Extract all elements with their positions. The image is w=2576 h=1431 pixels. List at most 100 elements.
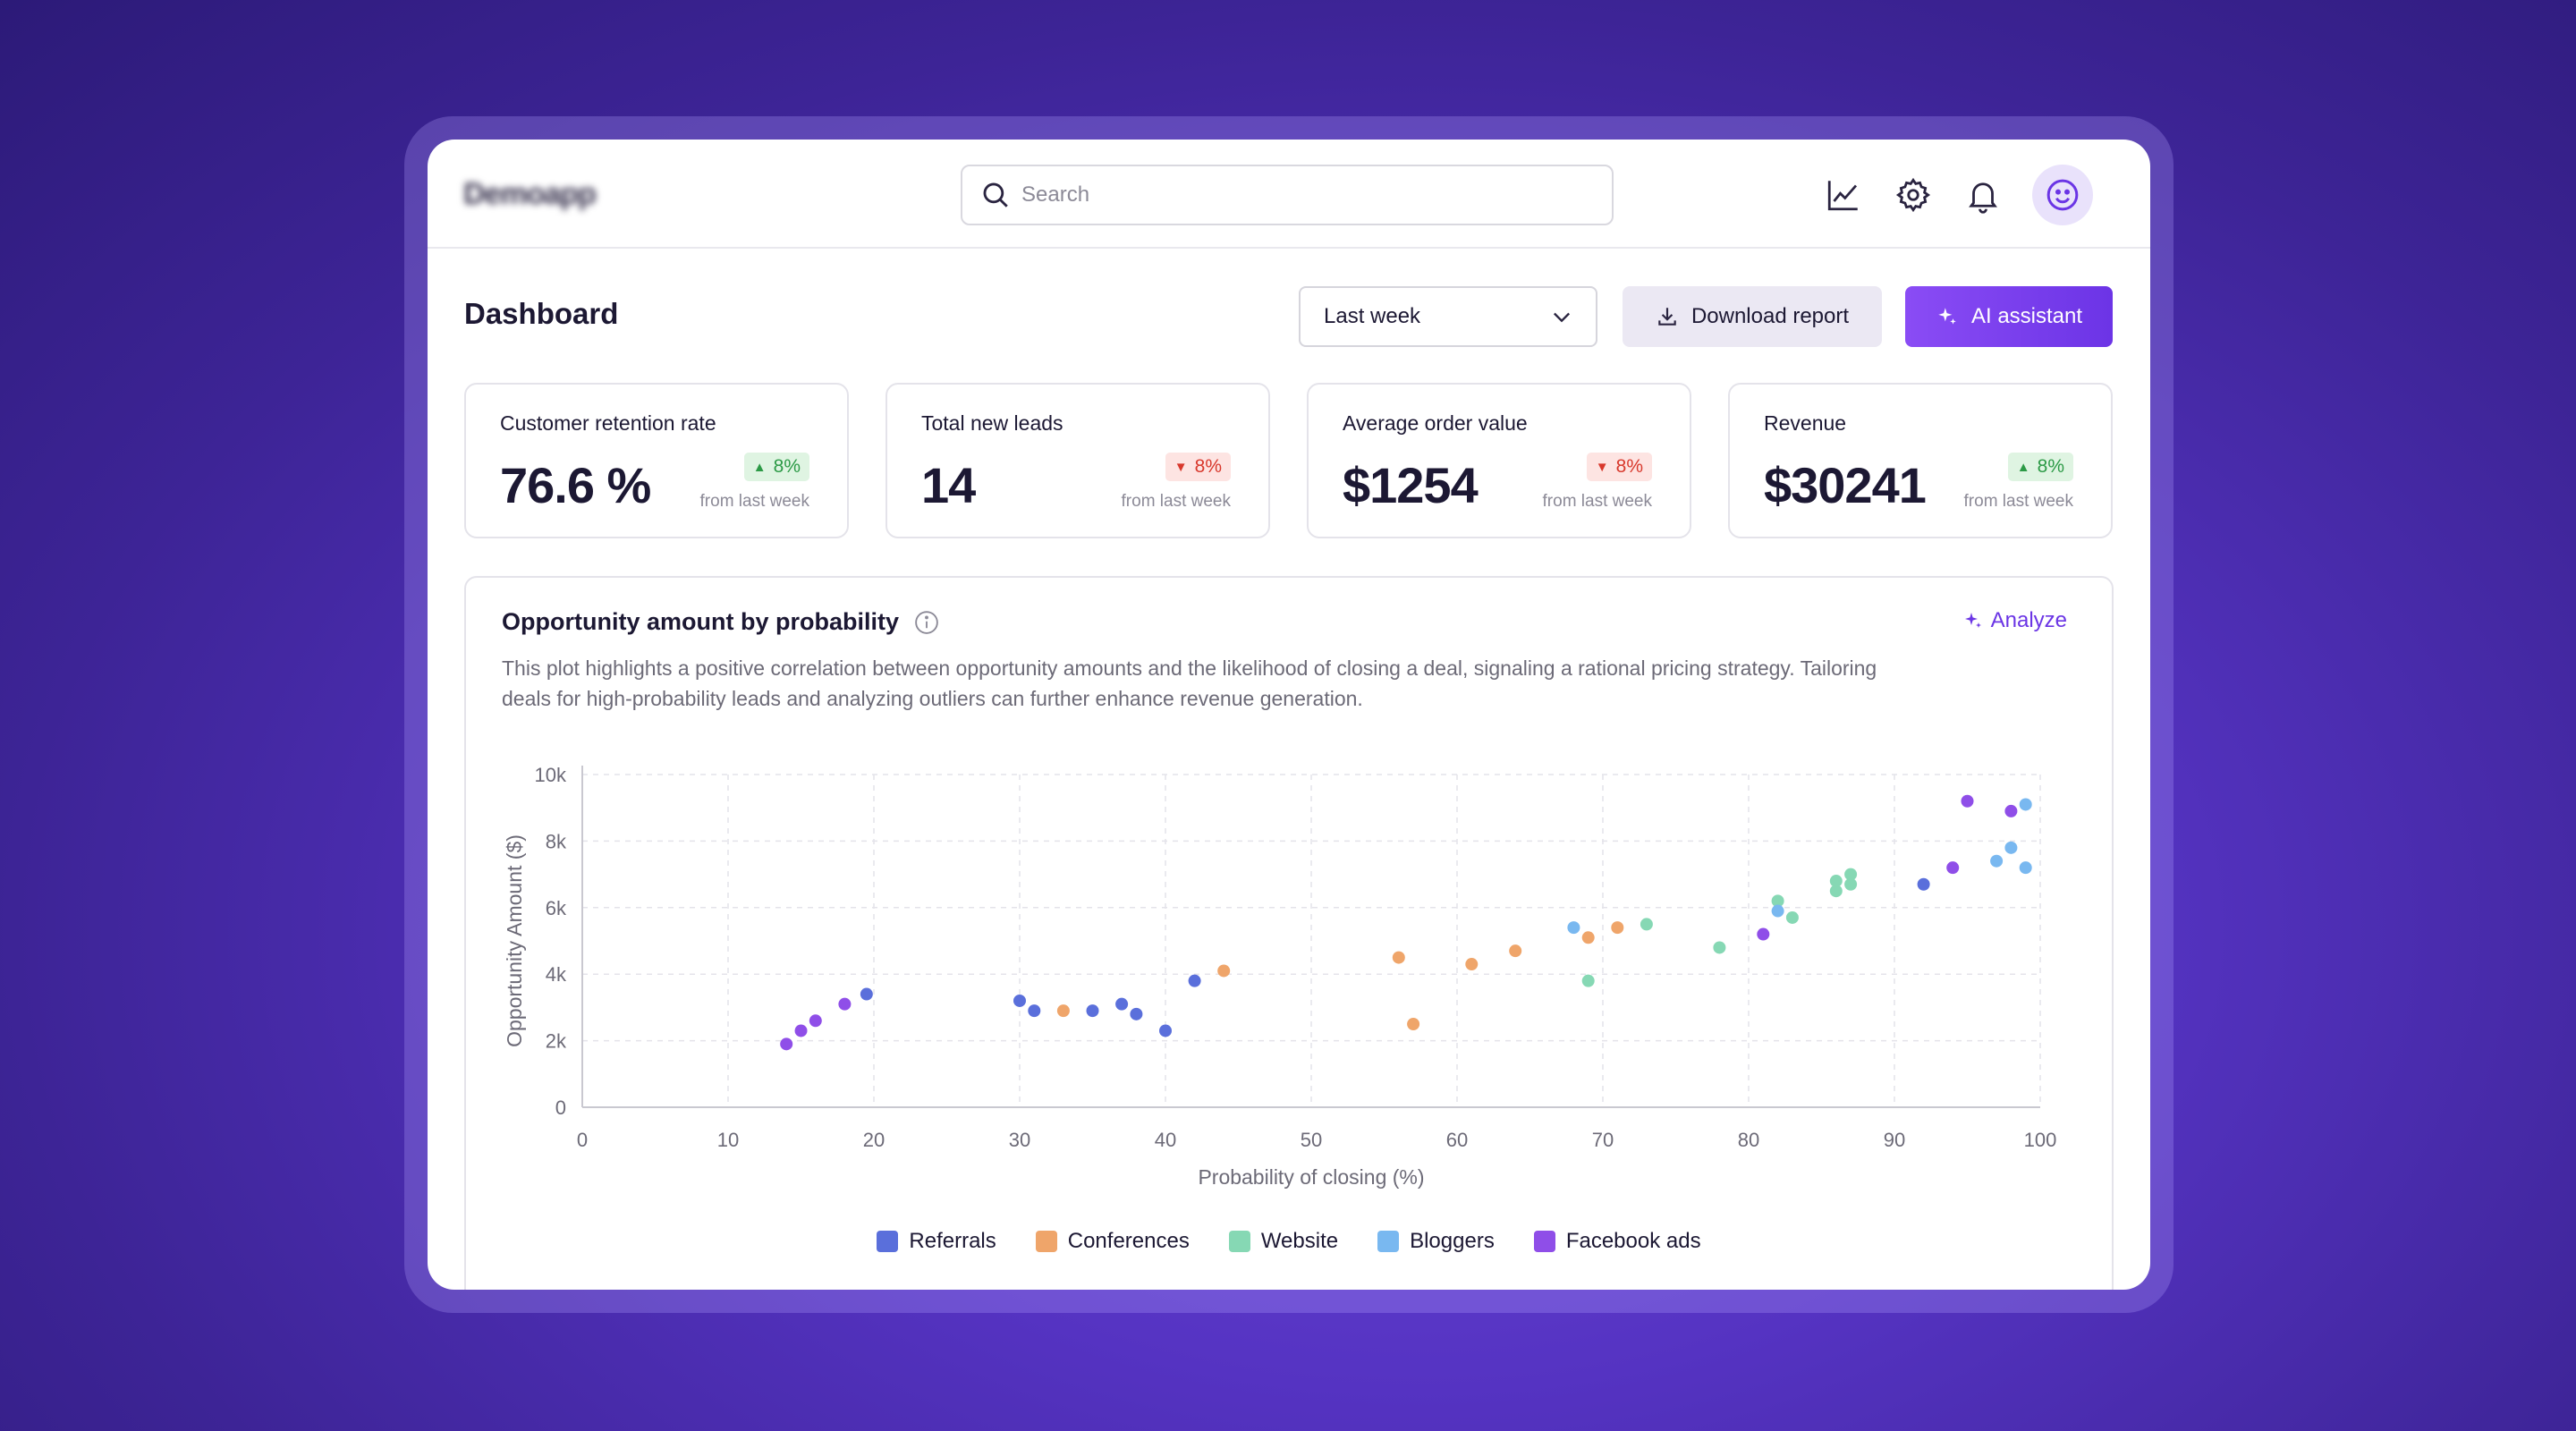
chart-card: Opportunity amount by probability Analyz… bbox=[464, 576, 2114, 1290]
data-point-conferences bbox=[1509, 944, 1522, 958]
legend-label: Bloggers bbox=[1410, 1229, 1495, 1253]
kpi-label: Customer retention rate bbox=[500, 411, 716, 435]
data-point-facebook-ads bbox=[1961, 794, 1974, 808]
kpi-value: 76.6 % bbox=[500, 457, 651, 513]
info-icon[interactable] bbox=[913, 609, 940, 636]
sparkle-icon bbox=[1938, 308, 1956, 325]
kpi-card-leads: Total new leads 14 ▼ 8% from last week bbox=[886, 383, 1270, 538]
data-point-referrals bbox=[1130, 1007, 1143, 1020]
data-point-facebook-ads bbox=[838, 997, 852, 1011]
data-point-conferences bbox=[1407, 1018, 1420, 1030]
data-point-bloggers bbox=[2004, 841, 2018, 854]
kpi-value: $30241 bbox=[1764, 457, 1927, 513]
scatter-plot: 0 10 20 30 40 50 60 70 80 90 100 0 2k 4k 6k 8k 10k Probab… bbox=[503, 764, 2057, 1189]
ai-assistant-button[interactable]: AI assistant bbox=[1905, 286, 2113, 347]
data-point-referrals bbox=[1086, 1004, 1099, 1018]
kpi-value: $1254 bbox=[1343, 457, 1479, 513]
search-input[interactable] bbox=[1021, 182, 1576, 207]
data-point-website bbox=[1844, 877, 1858, 891]
x-tick-label: 80 bbox=[1738, 1129, 1759, 1151]
settings-icon[interactable] bbox=[1893, 174, 1934, 216]
app-window: Demoapp bbox=[428, 140, 2150, 1290]
kpi-subtext: from last week bbox=[1542, 492, 1652, 511]
x-axis-label: Probability of closing (%) bbox=[1198, 1165, 1424, 1189]
legend-item-bloggers[interactable]: Bloggers bbox=[1377, 1229, 1495, 1254]
data-point-bloggers bbox=[2019, 861, 2032, 875]
data-point-referrals bbox=[1917, 877, 1930, 891]
x-tick-label: 60 bbox=[1446, 1129, 1468, 1151]
kpi-change-badge: ▲ 8% bbox=[743, 453, 809, 481]
kpi-value: 14 bbox=[921, 457, 976, 513]
x-tick-label: 90 bbox=[1884, 1129, 1905, 1151]
analyze-label: Analyze bbox=[1990, 608, 2067, 632]
kpi-label: Revenue bbox=[1764, 411, 1847, 435]
period-select[interactable]: Last week bbox=[1299, 286, 1597, 347]
data-point-referrals bbox=[1159, 1024, 1172, 1037]
kpi-change-badge: ▼ 8% bbox=[1165, 453, 1231, 481]
search-box[interactable] bbox=[961, 165, 1614, 225]
y-tick-label: 0 bbox=[555, 1097, 566, 1119]
legend-label: Referrals bbox=[909, 1229, 996, 1253]
ai-assistant-label: AI assistant bbox=[1970, 304, 2083, 328]
data-point-facebook-ads bbox=[2004, 804, 2018, 817]
kpi-subtext: from last week bbox=[699, 492, 809, 511]
page-title: Dashboard bbox=[464, 297, 619, 330]
data-point-conferences bbox=[1611, 921, 1624, 935]
analytics-icon[interactable] bbox=[1823, 174, 1864, 216]
kpi-subtext: from last week bbox=[1121, 492, 1231, 511]
data-point-bloggers bbox=[1567, 921, 1580, 935]
data-point-website bbox=[1844, 868, 1858, 881]
y-tick-label: 4k bbox=[546, 963, 567, 986]
x-tick-label: 30 bbox=[1009, 1129, 1030, 1151]
legend-swatch bbox=[1533, 1231, 1555, 1252]
arrow-down-icon: ▼ bbox=[1595, 459, 1609, 475]
legend-swatch bbox=[1228, 1231, 1250, 1252]
kpi-label: Average order value bbox=[1343, 411, 1528, 435]
download-report-label: Download report bbox=[1690, 304, 1850, 328]
data-point-website bbox=[1771, 894, 1784, 908]
data-point-website bbox=[1785, 910, 1799, 924]
kpi-card-revenue: Revenue $30241 ▲ 8% from last week bbox=[1728, 383, 2113, 538]
data-point-bloggers bbox=[1771, 904, 1784, 918]
data-point-referrals bbox=[1115, 997, 1129, 1011]
data-point-conferences bbox=[1392, 951, 1405, 964]
data-point-facebook-ads bbox=[780, 1037, 793, 1051]
legend-item-facebook-ads[interactable]: Facebook ads bbox=[1533, 1229, 1701, 1254]
bell-icon[interactable] bbox=[1962, 174, 2004, 216]
legend-label: Facebook ads bbox=[1565, 1229, 1701, 1253]
download-report-button[interactable]: Download report bbox=[1623, 286, 1882, 347]
legend-item-conferences[interactable]: Conferences bbox=[1035, 1229, 1190, 1254]
arrow-down-icon: ▼ bbox=[1174, 459, 1188, 475]
data-point-facebook-ads bbox=[1757, 927, 1770, 941]
kpi-change-badge: ▼ 8% bbox=[1586, 453, 1652, 481]
data-point-website bbox=[1640, 918, 1653, 931]
legend-item-referrals[interactable]: Referrals bbox=[877, 1229, 996, 1254]
data-point-referrals bbox=[1013, 994, 1026, 1007]
data-point-website bbox=[1829, 885, 1843, 898]
kpi-subtext: from last week bbox=[1963, 492, 2073, 511]
x-tick-label: 100 bbox=[2024, 1129, 2057, 1151]
legend-item-website[interactable]: Website bbox=[1228, 1229, 1338, 1254]
avatar[interactable] bbox=[2032, 165, 2093, 225]
data-point-bloggers bbox=[2019, 798, 2032, 811]
legend-label: Conferences bbox=[1067, 1229, 1190, 1253]
data-point-conferences bbox=[1581, 931, 1595, 944]
arrow-up-icon: ▲ bbox=[2016, 459, 2030, 475]
y-tick-label: 2k bbox=[546, 1030, 567, 1053]
kpi-card-retention: Customer retention rate 76.6 % ▲ 8% from … bbox=[464, 383, 849, 538]
data-point-conferences bbox=[1056, 1004, 1070, 1018]
x-tick-label: 20 bbox=[863, 1129, 885, 1151]
period-select-value: Last week bbox=[1324, 304, 1421, 328]
data-point-website bbox=[1713, 941, 1726, 954]
data-point-referrals bbox=[1028, 1004, 1041, 1018]
arrow-up-icon: ▲ bbox=[752, 459, 767, 475]
search-icon bbox=[983, 182, 1008, 207]
chart-title: Opportunity amount by probability bbox=[502, 608, 940, 636]
data-point-conferences bbox=[1465, 958, 1479, 971]
analyze-button[interactable]: Analyze bbox=[1962, 608, 2067, 633]
legend-swatch bbox=[1377, 1231, 1400, 1252]
app-logo[interactable]: Demoapp bbox=[463, 177, 597, 211]
download-icon bbox=[1658, 308, 1676, 326]
chart-description: This plot highlights a positive correlat… bbox=[502, 656, 1877, 710]
x-tick-label: 70 bbox=[1592, 1129, 1614, 1151]
